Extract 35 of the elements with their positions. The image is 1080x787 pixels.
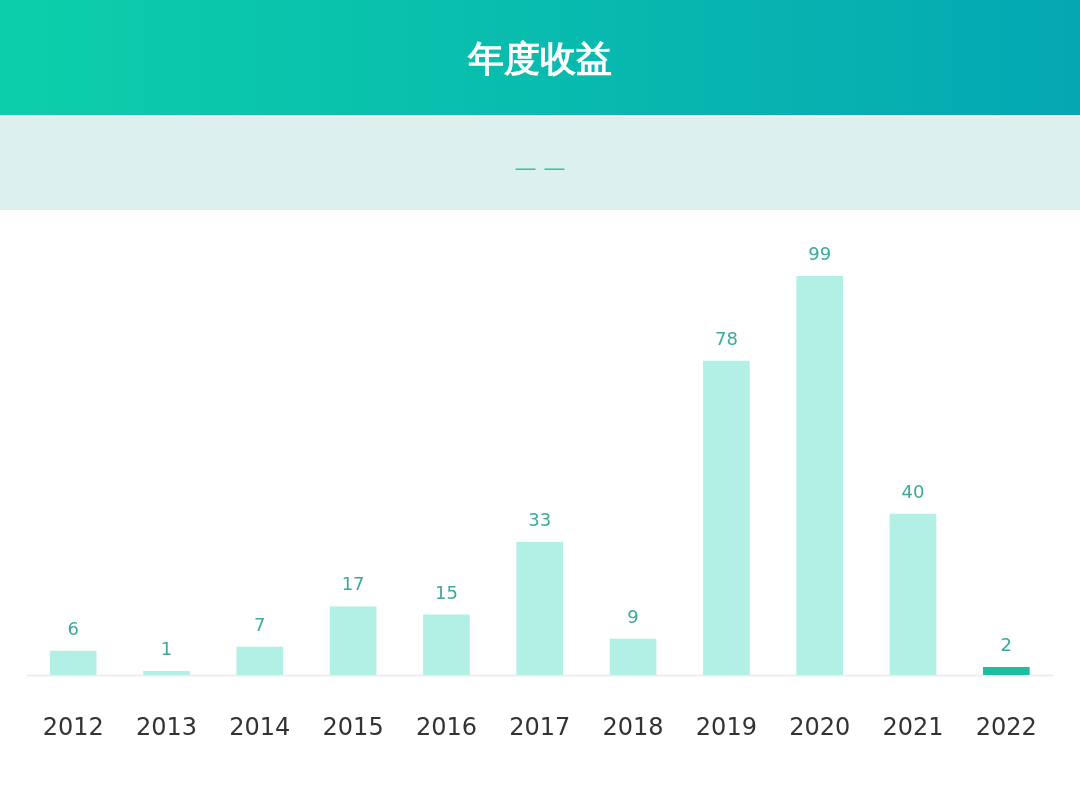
chart-title: 年度收益 <box>467 38 612 79</box>
data-label: 2 <box>1000 633 1013 655</box>
data-label: 17 <box>341 573 365 595</box>
bar <box>143 670 190 675</box>
bar <box>889 513 937 675</box>
data-label: 99 <box>808 243 832 264</box>
bar <box>49 650 97 675</box>
x-tick-label: 2018 <box>602 712 664 741</box>
bar <box>609 638 657 675</box>
bar <box>796 276 844 675</box>
data-label: 9 <box>627 605 639 627</box>
x-tick-label: 2021 <box>882 712 944 741</box>
data-label: 7 <box>254 613 266 635</box>
data-label: 78 <box>714 327 738 349</box>
x-tick-label: 2016 <box>415 712 477 741</box>
chart-subtitle: — — <box>514 155 566 180</box>
bar <box>329 606 377 675</box>
data-label: 40 <box>901 480 925 502</box>
data-label: 15 <box>434 581 458 603</box>
x-tick-label: 2019 <box>695 712 757 741</box>
x-tick-label: 2020 <box>789 712 851 741</box>
data-label: 33 <box>528 509 552 530</box>
x-tick-label: 2014 <box>229 712 291 741</box>
bar <box>516 542 564 675</box>
bar <box>983 666 1030 675</box>
x-tick-label: 2015 <box>322 712 384 741</box>
bar <box>423 614 470 675</box>
data-label: 1 <box>160 637 173 659</box>
x-tick-label: 2017 <box>509 712 571 741</box>
x-tick-label: 2012 <box>42 712 104 741</box>
x-tick-label: 2022 <box>975 712 1037 741</box>
data-label: 6 <box>67 617 79 639</box>
bar <box>703 360 750 675</box>
x-tick-label: 2013 <box>135 712 198 741</box>
bar <box>236 646 284 675</box>
